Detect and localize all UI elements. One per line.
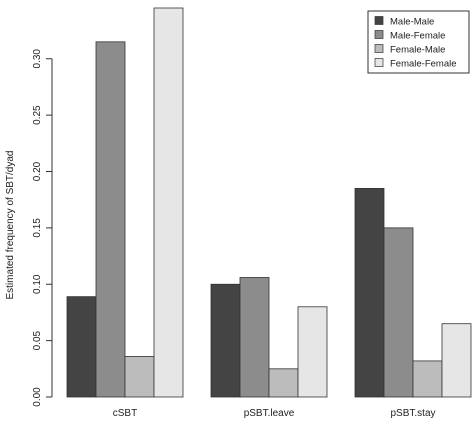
bar-csbt-female-male <box>124 356 155 398</box>
bar-csbt-male-male <box>66 296 97 398</box>
y-axis: 0.00 0.05 0.10 0.15 0.20 0.25 0.30 <box>32 49 53 407</box>
legend-label: Male-Male <box>390 17 434 28</box>
bar-psbt-leave-female-female <box>297 306 328 398</box>
legend-swatch <box>374 58 384 67</box>
legend: Male-Male Male-Female Female-Male Female-Fe… <box>367 10 470 74</box>
bar-psbt-stay-female-male <box>412 360 443 398</box>
legend-swatch <box>374 44 384 53</box>
bar-csbt-male-female <box>95 41 126 398</box>
legend-box <box>367 10 470 74</box>
x-category-label: pSBT.stay <box>390 408 435 419</box>
bar-psbt-stay-male-male <box>354 188 385 398</box>
bar-psbt-leave-male-female <box>239 277 270 398</box>
y-tick-label: 0.10 <box>32 274 43 294</box>
bar-psbt-stay-male-female <box>383 227 414 398</box>
y-tick-label: 0.15 <box>32 218 43 238</box>
legend-label: Female-Female <box>390 59 457 70</box>
legend-label: Male-Female <box>390 31 445 42</box>
x-axis-labels: cSBT pSBT.leave pSBT.stay <box>113 408 436 419</box>
legend-swatch <box>374 16 384 25</box>
y-tick-label: 0.00 <box>32 387 43 407</box>
bar-psbt-stay-female-female <box>441 323 472 398</box>
x-category-label: pSBT.leave <box>244 408 295 419</box>
bars-layer <box>66 7 472 398</box>
x-category-label: cSBT <box>113 408 137 419</box>
bar-csbt-female-female <box>153 7 184 398</box>
bar-psbt-leave-female-male <box>268 368 299 398</box>
y-tick-label: 0.20 <box>32 161 43 181</box>
y-tick-label: 0.05 <box>32 330 43 350</box>
y-tick-label: 0.30 <box>32 49 43 69</box>
legend-swatch <box>374 30 384 39</box>
y-tick-label: 0.25 <box>32 105 43 125</box>
bar-psbt-leave-male-male <box>210 283 241 398</box>
legend-label: Female-Male <box>390 45 445 56</box>
y-axis-label: Estimated frequency of SBT/dyad <box>5 151 16 300</box>
